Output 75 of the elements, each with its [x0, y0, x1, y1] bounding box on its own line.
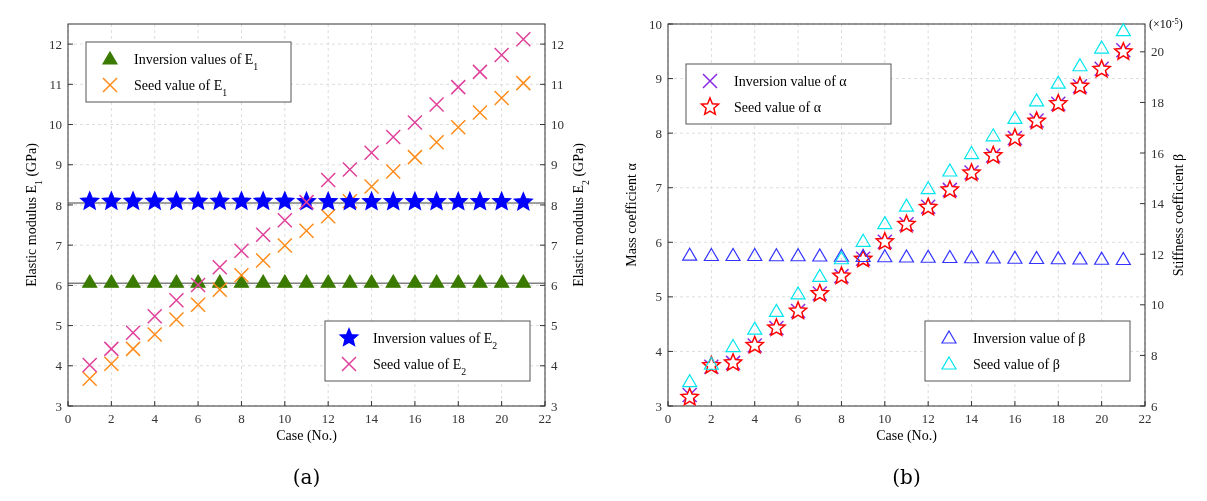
y-tick-label: 12: [49, 36, 62, 52]
y2-tick-label: 10: [1151, 297, 1164, 313]
legend-label: Inversion values of E$_{1}$: [134, 51, 259, 72]
text: (a): [292, 465, 321, 489]
y-tick-label: 3: [655, 398, 662, 414]
y2-tick-label: 12: [1151, 246, 1164, 262]
x-axis-title: Case (No.): [276, 428, 338, 444]
y-axis-title: Mass coefficient α: [624, 162, 639, 267]
y2-tick-label: 7: [551, 237, 558, 253]
y2-tick-label: 9: [551, 157, 558, 173]
x-tick-label: 0: [664, 411, 672, 426]
y-tick-label: 6: [655, 234, 663, 250]
y2-tick-label: 11: [551, 76, 564, 92]
legend-label: Inversion value of α: [734, 73, 848, 89]
y2-axis-title: Stiffness coefficient β: [1171, 153, 1186, 277]
y-tick-label: 3: [55, 398, 62, 414]
y2-tick-label: 3: [551, 398, 558, 414]
x-tick-label: 20: [1095, 411, 1109, 426]
legend-label: Inversion values of E$_{2}$: [373, 330, 498, 351]
x-tick-label: 2: [108, 411, 115, 426]
y-tick-label: 5: [655, 289, 662, 305]
x-tick-label: 8: [838, 411, 845, 426]
y-tick-label: 8: [655, 125, 662, 141]
x-axis-title: Case (No.): [876, 428, 938, 444]
y-tick-label: 8: [55, 197, 62, 213]
text: (×10$^{-5}$): [1149, 16, 1183, 31]
y-tick-label: 9: [655, 71, 662, 87]
y2-tick-label: 18: [1151, 94, 1164, 110]
x-tick-label: 22: [1138, 411, 1152, 426]
x-tick-label: 12: [321, 411, 335, 426]
y-tick-label: 7: [655, 180, 663, 196]
x-tick-label: 14: [365, 411, 379, 426]
y-tick-label: 9: [55, 157, 62, 173]
y2-tick-label: 20: [1151, 44, 1164, 60]
legend-label: Seed value of β: [973, 356, 1060, 372]
y-tick-label: 7: [55, 237, 63, 253]
x-tick-label: 16: [1008, 411, 1022, 426]
x-tick-label: 6: [194, 411, 202, 426]
x-tick-label: 6: [794, 411, 802, 426]
legend-label: Inversion value of β: [973, 330, 1086, 346]
y-tick-label: 5: [55, 318, 62, 334]
x-tick-label: 20: [495, 411, 509, 426]
legend-label: Seed value of α: [734, 99, 822, 115]
x-tick-label: 14: [965, 411, 979, 426]
y-tick-label: 10: [49, 117, 62, 133]
x-tick-label: 12: [921, 411, 935, 426]
y2-tick-label: 6: [551, 277, 558, 293]
y2-tick-label: 10: [551, 117, 564, 133]
y2-tick-label: 5: [551, 318, 558, 334]
x-tick-label: 0: [64, 411, 72, 426]
y2-tick-label: 8: [551, 197, 558, 213]
y2-tick-label: 14: [1151, 196, 1165, 212]
x-tick-label: 4: [751, 411, 759, 426]
y2-tick-label: 16: [1151, 145, 1165, 161]
y-tick-label: 6: [55, 277, 63, 293]
x-tick-label: 18: [451, 411, 465, 426]
y-tick-label: 10: [649, 16, 662, 32]
x-tick-label: 2: [708, 411, 715, 426]
y-tick-label: 4: [55, 358, 63, 374]
y-tick-label: 4: [655, 343, 663, 359]
y-tick-label: 11: [49, 76, 62, 92]
y2-tick-label: 4: [551, 358, 558, 374]
y2-tick-label: 8: [1151, 347, 1158, 363]
x-tick-label: 10: [878, 411, 892, 426]
text: (b): [892, 465, 921, 489]
x-tick-label: 22: [538, 411, 552, 426]
legend-label: Seed value of E$_{2}$: [373, 356, 467, 377]
x-tick-label: 10: [278, 411, 292, 426]
legend-label: Seed value of E$_{1}$: [134, 77, 228, 98]
x-tick-label: 8: [238, 411, 245, 426]
y2-tick-label: 6: [1151, 398, 1158, 414]
y2-tick-label: 12: [551, 36, 564, 52]
x-tick-label: 18: [1051, 411, 1065, 426]
x-tick-label: 4: [151, 411, 159, 426]
x-tick-label: 16: [408, 411, 422, 426]
